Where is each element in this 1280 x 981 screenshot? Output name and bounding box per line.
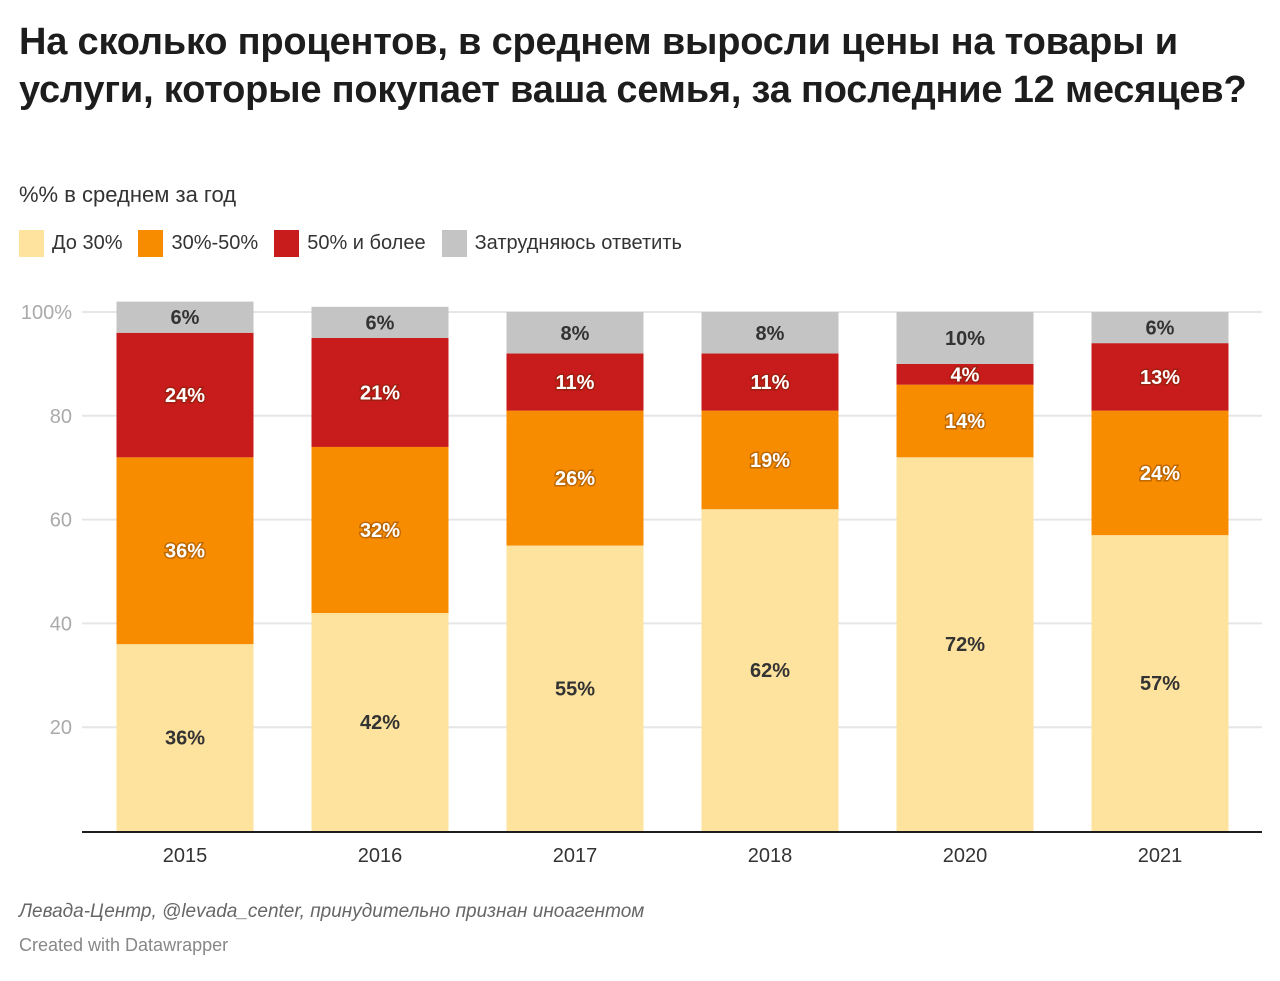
bar-segment: [701, 410, 839, 510]
legend-item-30-50: 30%-50%: [138, 230, 258, 257]
x-tick-label: 2021: [1138, 845, 1183, 867]
bar-segment: [896, 384, 1034, 458]
bar-segment: [896, 363, 1034, 385]
x-tick-label: 2016: [358, 845, 403, 867]
gridlines: 20 40 60 80 100%: [21, 302, 1262, 739]
bar-segment: [311, 446, 449, 614]
y-tick-label: 100%: [21, 302, 72, 324]
data-label: 4%: [951, 364, 980, 386]
data-label: 14%: [945, 411, 985, 433]
axes: 2015 2016 2017 2018 2020 2021: [82, 831, 1262, 867]
bars: [116, 301, 1229, 831]
y-tick-label: 40: [50, 613, 72, 635]
bar-segment: [311, 306, 449, 338]
data-label: 11%: [556, 372, 595, 394]
data-label: 72%: [945, 634, 985, 656]
data-label: 8%: [756, 323, 785, 345]
bar-segment: [701, 509, 839, 831]
data-label: 21%: [360, 382, 400, 404]
legend-swatch: [138, 230, 164, 257]
bar-segment: [1091, 312, 1229, 344]
data-label: 10%: [945, 328, 985, 350]
y-tick-label: 60: [50, 510, 72, 532]
legend-item-up-to-30: До 30%: [19, 230, 122, 257]
credit-note: Created with Datawrapper: [19, 935, 229, 955]
bar-segment: [116, 301, 254, 333]
bar-segment: [896, 312, 1034, 364]
data-label: 6%: [366, 312, 395, 334]
bar-segment: [701, 312, 839, 354]
bar-segment: [1091, 343, 1229, 411]
bar-segment: [506, 545, 644, 831]
bar-segment: [1091, 410, 1229, 536]
data-label: 55%: [555, 678, 595, 700]
bar-segment: [701, 353, 839, 411]
data-label: 32%: [360, 520, 400, 542]
data-label: 8%: [561, 323, 590, 345]
data-label: 42%: [360, 712, 400, 734]
data-label: 57%: [1140, 673, 1180, 695]
legend-label: 30%-50%: [171, 232, 259, 254]
bar-segment: [116, 457, 254, 645]
y-tick-label: 20: [50, 717, 72, 739]
data-label: 11%: [751, 372, 790, 394]
legend-label: До 30%: [52, 232, 123, 254]
bar-segment: [116, 644, 254, 831]
x-tick-label: 2020: [943, 845, 988, 867]
legend-item-dont-know: Затрудняюсь ответить: [441, 230, 682, 257]
bar-segment: [1091, 535, 1229, 831]
chart-subtitle: %% в среднем за год: [19, 182, 237, 207]
bar-segment: [506, 312, 644, 354]
x-tick-label: 2017: [553, 845, 598, 867]
data-label: 62%: [750, 660, 790, 682]
data-labels: 36% 36% 24% 6% 42% 32% 21% 6% 55% 26% 11% 8% 62% 19% 1…: [163, 307, 1181, 750]
bar-segment: [311, 613, 449, 831]
data-label: 6%: [1146, 318, 1175, 340]
bar-segment: [116, 332, 254, 458]
legend-swatch: [19, 230, 44, 257]
data-label: 24%: [1140, 463, 1180, 485]
bar-segment: [896, 457, 1034, 831]
data-label: 19%: [750, 450, 790, 472]
data-label: 13%: [1140, 367, 1180, 389]
data-label: 24%: [165, 385, 205, 407]
x-tick-label: 2018: [748, 845, 793, 867]
source-note: Левада-Центр, @levada_center, принудител…: [19, 901, 645, 922]
bar-segment: [506, 410, 644, 546]
data-label: 6%: [171, 307, 200, 329]
legend-swatch: [274, 230, 300, 257]
data-label: 26%: [555, 468, 595, 490]
legend-swatch: [441, 230, 467, 257]
bar-segment: [506, 353, 644, 411]
y-tick-label: 80: [50, 406, 72, 428]
bar-segment: [311, 337, 449, 447]
chart-title: На сколько процентов, в среднем выросли …: [19, 21, 1247, 111]
x-tick-label: 2015: [163, 845, 208, 867]
stacked-bar-chart: 20 40 60 80 100% 36% 36% 24% 6% 42% 32% 21% 6% 55% 26…: [21, 301, 1262, 867]
legend-label: Затрудняюсь ответить: [474, 232, 682, 254]
legend-item-50-plus: 50% и более: [274, 230, 426, 257]
legend: До 30% 30%-50% 50% и более Затрудняюсь о…: [19, 230, 698, 257]
legend-label: 50% и более: [307, 232, 426, 254]
data-label: 36%: [165, 728, 205, 750]
data-label: 36%: [165, 541, 205, 563]
